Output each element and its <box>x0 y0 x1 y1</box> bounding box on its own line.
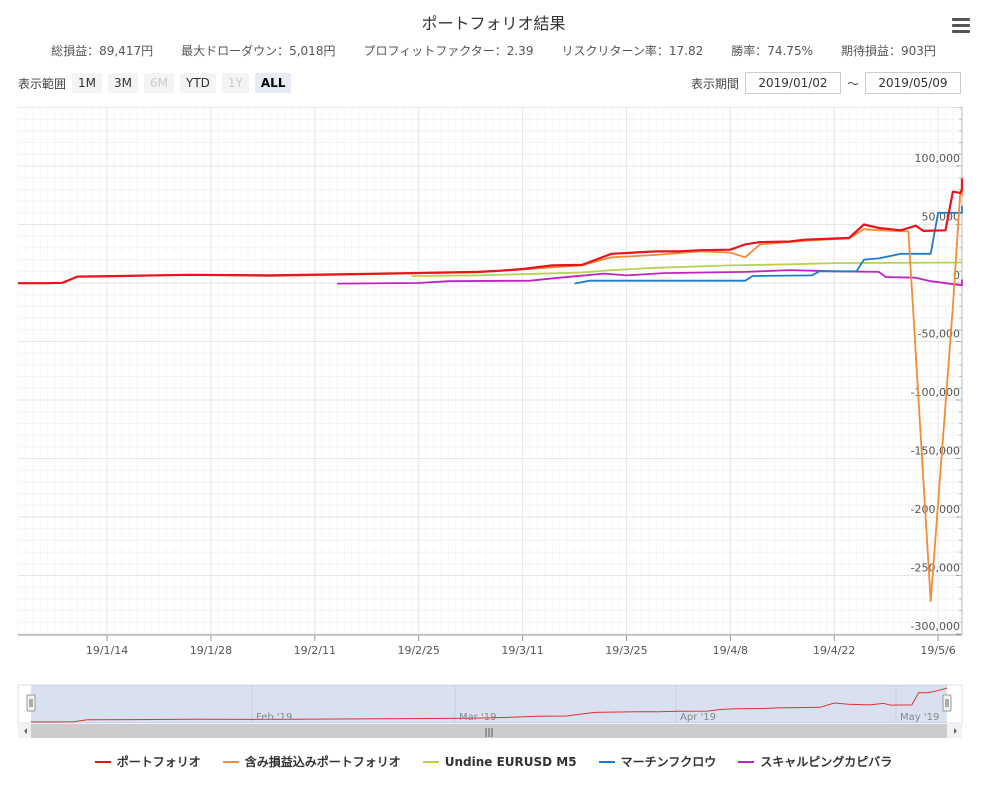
navigator-series-line <box>31 687 948 723</box>
series-line-3[interactable] <box>574 205 963 285</box>
range-selector: 表示範囲 1M 3M 6M YTD 1Y ALL <box>18 73 292 93</box>
legend-label: Undine EURUSD M5 <box>444 754 577 769</box>
scroll-right-icon[interactable] <box>954 728 957 734</box>
range-button-1m[interactable]: 1M <box>72 73 103 93</box>
series-line-4[interactable] <box>337 269 963 287</box>
legend-item-undine[interactable]: Undine EURUSD M5 <box>422 753 577 770</box>
y-axis-ticks: 100,000 50,000 0 -50,000 -100,000 -150,000 -20… <box>911 107 962 635</box>
range-button-all[interactable]: ALL <box>254 73 292 93</box>
y-tick-label: -150,000 <box>911 445 960 458</box>
period-separator: ～ <box>846 76 859 91</box>
y-tick-label: 100,000 <box>915 152 961 165</box>
scrollbar-thumb[interactable] <box>31 724 947 738</box>
period-from-input[interactable]: 2019/01/02 <box>744 72 841 94</box>
series-line-2[interactable] <box>411 261 963 277</box>
series-lines <box>18 178 964 603</box>
legend-label: 含み損益込みポートフォリオ <box>244 755 401 769</box>
range-button-6m: 6M <box>144 73 175 93</box>
legend-item-martin-owl[interactable]: マーチンフクロウ <box>598 753 717 770</box>
stat-risk-return: リスクリターン率：17.82 <box>561 44 704 58</box>
navigator-label-apr: Apr '19 <box>680 712 716 723</box>
legend: ポートフォリオ 含み損益込みポートフォリオ Undine EURUSD M5 マ… <box>0 753 987 770</box>
navigator-label-may: May '19 <box>900 712 939 723</box>
navigator-mask <box>31 685 947 723</box>
period-label: 表示期間 <box>690 76 739 91</box>
x-tick-label: 19/3/25 <box>605 644 647 657</box>
y-tick-label: 0 <box>953 269 960 282</box>
x-tick-label: 19/3/11 <box>501 644 543 657</box>
navigator-right-handle[interactable] <box>942 694 952 712</box>
navigator-left-handle[interactable] <box>26 694 36 712</box>
scroll-left-icon[interactable] <box>24 728 27 734</box>
period-selector: 表示期間 2019/01/02 ～ 2019/05/09 <box>691 72 961 94</box>
y-tick-label: -250,000 <box>911 562 960 575</box>
series-line-1[interactable] <box>18 181 963 603</box>
navigator-frame <box>17 684 963 724</box>
x-tick-label: 19/4/8 <box>713 644 748 657</box>
y-tick-label: 50,000 <box>922 211 961 224</box>
navigator[interactable]: Feb '19 Mar '19 Apr '19 May '19 <box>17 684 963 724</box>
legend-swatch <box>598 760 615 763</box>
legend-item-scalping-capybara[interactable]: スキャルピングカピバラ <box>738 753 892 770</box>
x-tick-label: 19/1/14 <box>86 644 128 657</box>
x-tick-label: 19/4/22 <box>813 644 855 657</box>
legend-label: スキャルピングカピバラ <box>760 755 893 769</box>
stat-win-rate: 勝率：74.75% <box>731 44 813 58</box>
scrollbar-grip-icon: ||| <box>484 728 493 738</box>
y-tick-label: -200,000 <box>911 503 960 516</box>
range-button-3m[interactable]: 3M <box>108 73 139 93</box>
navigator-label-feb: Feb '19 <box>256 712 292 723</box>
legend-swatch <box>94 760 111 763</box>
chart-title: ポートフォリオ結果 <box>421 14 566 33</box>
x-tick-label: 19/2/11 <box>294 644 336 657</box>
y-tick-label: -300,000 <box>911 620 960 633</box>
x-tick-label: 19/5/6 <box>920 644 955 657</box>
period-to-input[interactable]: 2019/05/09 <box>865 72 961 94</box>
legend-label: ポートフォリオ <box>116 755 201 769</box>
hamburger-menu-icon[interactable] <box>952 18 970 33</box>
x-axis-ticks: 19/1/14 19/1/28 19/2/11 19/2/25 19/3/11 19/3/… <box>18 107 963 657</box>
y-tick-label: -50,000 <box>918 328 960 341</box>
stat-max-drawdown: 最大ドローダウン：5,018円 <box>181 44 336 58</box>
stat-total-pl: 総損益：89,417円 <box>51 44 154 58</box>
legend-item-portfolio[interactable]: ポートフォリオ <box>94 753 201 770</box>
legend-swatch <box>222 760 239 763</box>
legend-item-portfolio-unrealized[interactable]: 含み損益込みポートフォリオ <box>222 753 401 770</box>
grid-lines <box>17 107 962 635</box>
range-button-ytd[interactable]: YTD <box>180 73 216 93</box>
range-label: 表示範囲 <box>18 76 67 91</box>
series-line-0[interactable] <box>18 178 964 285</box>
x-tick-label: 19/2/25 <box>397 644 439 657</box>
stat-profit-factor: プロフィットファクター：2.39 <box>363 44 534 58</box>
range-button-1y: 1Y <box>221 73 249 93</box>
scrollbar[interactable]: ||| <box>18 724 962 738</box>
navigator-gridlines <box>251 685 897 723</box>
legend-swatch <box>422 760 439 763</box>
legend-label: マーチンフクロウ <box>620 755 717 769</box>
x-tick-label: 19/1/28 <box>190 644 232 657</box>
navigator-label-mar: Mar '19 <box>459 712 497 723</box>
legend-swatch <box>738 760 755 763</box>
y-tick-label: -100,000 <box>911 386 960 399</box>
stat-expected-pl: 期待損益：903円 <box>840 44 936 58</box>
stats-bar: 総損益：89,417円 最大ドローダウン：5,018円 プロフィットファクター：… <box>0 42 987 59</box>
